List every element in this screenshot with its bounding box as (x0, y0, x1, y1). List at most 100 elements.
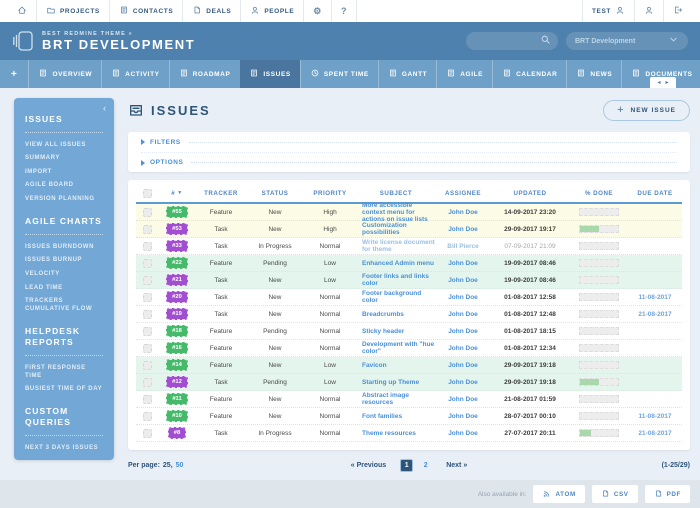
issue-subject-link[interactable]: Enhanced Admin menu (362, 259, 434, 267)
nav-projects[interactable]: PROJECTS (37, 0, 110, 22)
issue-id-badge[interactable]: #55 (166, 206, 188, 218)
table-row[interactable]: #11 Feature New Normal Abstract image re… (136, 391, 682, 408)
sidebar-item-first-response-time[interactable]: FIRST RESPONSE TIME (25, 364, 86, 379)
row-checkbox[interactable] (142, 241, 152, 251)
account-button[interactable] (634, 0, 663, 22)
assignee-link[interactable]: John Doe (448, 293, 478, 301)
sidebar-item-busiest-time-of-day[interactable]: BUSIEST TIME OF DAY (25, 386, 103, 393)
col-header-updated[interactable]: UPDATED (513, 189, 547, 197)
brand-text[interactable]: BEST REDMINE THEME » BRT DEVELOPMENT (42, 31, 195, 52)
row-checkbox[interactable] (142, 258, 152, 268)
due-date-link[interactable]: 11-08-2017 (638, 293, 672, 301)
row-checkbox[interactable] (142, 275, 152, 285)
nav-contacts[interactable]: CONTACTS (110, 0, 184, 22)
sidebar-item-summary[interactable]: SUMMARY (25, 155, 60, 162)
issue-id-badge[interactable]: #22 (166, 257, 188, 269)
tab-calendar[interactable]: CALENDAR (492, 60, 566, 88)
row-checkbox[interactable] (142, 377, 152, 387)
table-row[interactable]: #14 Feature New Low Favicon John Doe 29-… (136, 357, 682, 374)
row-checkbox[interactable] (142, 360, 152, 370)
assignee-link[interactable]: John Doe (448, 310, 478, 318)
sidebar-item-next-3-days-issues[interactable]: NEXT 3 DAYS ISSUES (25, 444, 99, 451)
issue-id-badge[interactable]: #12 (166, 376, 188, 388)
issue-subject-link[interactable]: Write license document for theme (362, 239, 435, 253)
col-header-tracker[interactable]: TRACKER (204, 189, 238, 197)
col-header-priority[interactable]: PRIORITY (313, 189, 347, 197)
col-header-id[interactable]: # ▼ (171, 189, 183, 197)
search-input[interactable] (466, 32, 558, 50)
issue-id-badge[interactable]: #16 (166, 342, 188, 354)
tab-gantt[interactable]: GANTT (377, 60, 436, 88)
issue-subject-link[interactable]: Footer links and links color (362, 273, 429, 287)
issue-subject-link[interactable]: Starting up Theme (362, 378, 420, 386)
row-checkbox[interactable] (142, 411, 152, 421)
sidebar-item-agile-board[interactable]: AGILE BOARD (25, 182, 74, 189)
export-csv-button[interactable]: CSV (591, 485, 638, 503)
tab-agile[interactable]: AGILE (436, 60, 492, 88)
table-row[interactable]: #53 Task New High Customization possibil… (136, 221, 682, 238)
issue-id-badge[interactable]: #21 (166, 274, 188, 286)
assignee-link[interactable]: John Doe (448, 259, 478, 267)
row-checkbox[interactable] (142, 326, 152, 336)
row-checkbox[interactable] (142, 224, 152, 234)
issue-id-badge[interactable]: #33 (166, 240, 188, 252)
assignee-link[interactable]: John Doe (448, 429, 478, 437)
assignee-link[interactable]: John Doe (448, 225, 478, 233)
issue-id-badge[interactable]: #53 (166, 223, 188, 235)
prev-page-link[interactable]: « Previous (350, 462, 387, 469)
col-header-status[interactable]: STATUS (261, 189, 289, 197)
nav-deals[interactable]: DEALS (183, 0, 242, 22)
select-all-checkbox[interactable] (142, 188, 152, 198)
issue-id-badge[interactable]: #18 (166, 325, 188, 337)
filters-toggle[interactable]: FILTERS (141, 132, 677, 152)
issue-id-badge[interactable]: #10 (166, 410, 188, 422)
assignee-link[interactable]: John Doe (448, 327, 478, 335)
tab-spent-time[interactable]: SPENT TIME (299, 60, 378, 88)
table-row[interactable]: #20 Task New Normal Footer background co… (136, 289, 682, 306)
due-date-link[interactable]: 21-08-2017 (638, 310, 672, 318)
tab-overview[interactable]: OVERVIEW (28, 60, 101, 88)
next-page-link[interactable]: Next » (446, 462, 468, 469)
row-checkbox[interactable] (142, 309, 152, 319)
gear-button[interactable]: ⚙ (304, 0, 332, 22)
export-pdf-button[interactable]: PDF (644, 485, 690, 503)
tab-roadmap[interactable]: ROADMAP (168, 60, 240, 88)
per-page-25[interactable]: 25, (162, 462, 173, 469)
due-date-link[interactable]: 11-08-2017 (638, 412, 672, 420)
col-header-done[interactable]: % DONE (584, 189, 614, 197)
sidebar-item-view-all-issues[interactable]: VIEW ALL ISSUES (25, 141, 87, 148)
issue-subject-link[interactable]: Breadcrumbs (362, 310, 404, 318)
due-date-link[interactable]: 21-08-2017 (638, 429, 672, 437)
table-row[interactable]: #22 Feature Pending Low Enhanced Admin m… (136, 255, 682, 272)
table-row[interactable]: #33 Task In Progress Normal Write licens… (136, 238, 682, 255)
issue-id-badge[interactable]: #20 (166, 291, 188, 303)
issue-id-badge[interactable]: #8 (167, 427, 187, 439)
table-row[interactable]: #19 Task New Normal Breadcrumbs John Doe… (136, 306, 682, 323)
current-user-button[interactable]: TEST (581, 0, 634, 22)
nav-people[interactable]: PEOPLE (241, 0, 305, 22)
table-row[interactable]: #16 Feature New Normal Development with … (136, 340, 682, 357)
sidebar-item-import[interactable]: IMPORT (25, 168, 52, 175)
issue-subject-link[interactable]: Abstract image resources (362, 392, 409, 406)
project-selector[interactable]: BRT Development (566, 32, 688, 50)
tab-issues[interactable]: ISSUES (239, 60, 300, 88)
row-checkbox[interactable] (142, 207, 152, 217)
brt-logo-icon[interactable] (12, 29, 34, 53)
sidebar-item-issues-burnup[interactable]: ISSUES BURNUP (25, 257, 83, 264)
per-page-50[interactable]: 50 (175, 462, 184, 469)
table-row[interactable]: #10 Feature New Normal Font families Joh… (136, 408, 682, 425)
help-button[interactable]: ? (332, 0, 358, 22)
sidebar-item-issues-burndown[interactable]: ISSUES BURNDOWN (25, 243, 95, 250)
tab-documents[interactable]: DOCUMENTS (621, 60, 700, 88)
assignee-link[interactable]: John Doe (448, 208, 478, 216)
assignee-link[interactable]: John Doe (448, 395, 478, 403)
assignee-link[interactable]: John Doe (448, 378, 478, 386)
page-1[interactable]: 1 (400, 459, 414, 472)
sidebar-item-version-planning[interactable]: VERSION PLANNING (25, 196, 95, 202)
assignee-link[interactable]: John Doe (448, 412, 478, 420)
table-row[interactable]: #55 Feature New High More accessible con… (136, 202, 682, 223)
col-header-subject[interactable]: SUBJECT (379, 189, 413, 197)
assignee-link[interactable]: John Doe (448, 276, 478, 284)
new-issue-button[interactable]: + NEW ISSUE (603, 99, 690, 121)
home-button[interactable] (8, 0, 37, 22)
